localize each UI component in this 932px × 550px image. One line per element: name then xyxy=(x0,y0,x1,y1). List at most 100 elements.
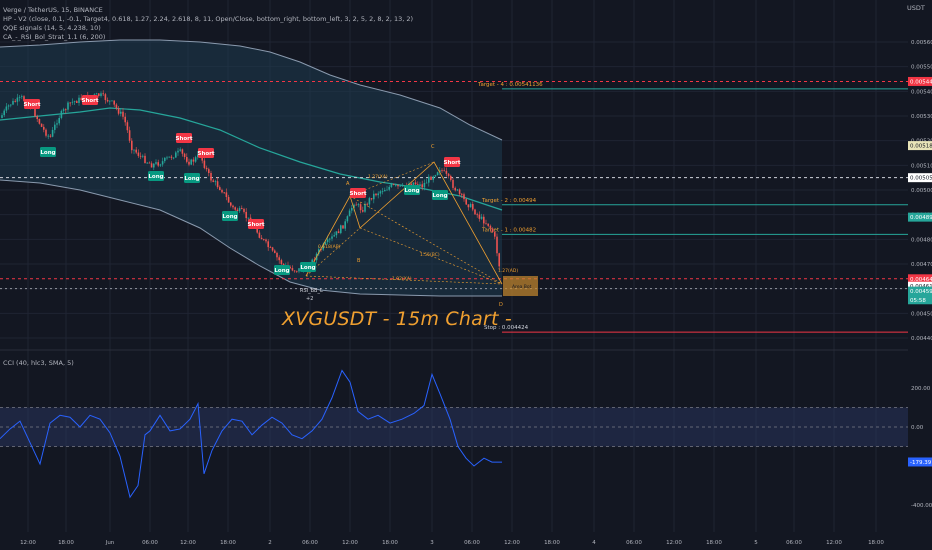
signal-text: Short xyxy=(198,151,215,157)
candle-body xyxy=(133,149,135,151)
price-tick: 0.00550 xyxy=(911,65,932,71)
candle-body xyxy=(318,249,320,254)
candle-body xyxy=(179,149,181,151)
candle-body xyxy=(494,232,496,237)
candle-body xyxy=(67,102,69,110)
candle-body xyxy=(47,135,49,137)
price-badge xyxy=(908,212,932,222)
candle-body xyxy=(3,110,5,116)
candle-body xyxy=(342,225,344,229)
time-tick: 18:00 xyxy=(58,540,74,546)
candle-body xyxy=(38,119,41,124)
pattern-point-c: C xyxy=(431,144,435,150)
signal-box xyxy=(40,147,56,157)
candle-body xyxy=(98,93,100,96)
candle-body xyxy=(212,180,214,182)
cci-legend[interactable]: CCI (40, hlc3, SMA, 5) xyxy=(3,359,74,368)
candle-body xyxy=(115,104,118,109)
candle-body xyxy=(45,129,47,136)
signal-text: Long xyxy=(274,268,289,274)
time-tick: 12:00 xyxy=(504,540,520,546)
indicator-rsi-bol[interactable]: CA_-_RSI_Bol_Strat_1.1 (6, 200) xyxy=(3,33,106,41)
candle-body xyxy=(324,242,327,245)
signal-long: Long xyxy=(404,185,420,195)
candle-body xyxy=(357,204,360,206)
time-tick: 06:00 xyxy=(626,540,642,546)
candle-body xyxy=(476,214,478,216)
signal-box xyxy=(404,185,420,195)
chart-watermark: XVGUSDT - 15m Chart - xyxy=(282,308,512,330)
candle-body xyxy=(241,208,243,209)
cci-line xyxy=(0,369,502,499)
candle-body xyxy=(76,101,78,103)
time-tick: 06:00 xyxy=(464,540,480,546)
candle-body xyxy=(258,232,261,238)
candle-body xyxy=(1,115,3,118)
candle-body xyxy=(359,204,362,211)
rsi-value: +2 xyxy=(306,296,313,302)
candle-body xyxy=(100,93,102,96)
candle-body xyxy=(109,100,111,102)
candle-body xyxy=(247,217,250,219)
signal-text: Long xyxy=(404,188,419,194)
time-tick: 18:00 xyxy=(868,540,884,546)
candle-body xyxy=(293,270,296,272)
candle-body xyxy=(221,189,223,193)
candle-body xyxy=(172,157,175,159)
pattern-ratio-line xyxy=(359,227,503,285)
ratio-label: 1.27(XA) xyxy=(368,174,388,180)
candle-body xyxy=(491,228,494,233)
price-badge xyxy=(908,286,932,296)
candle-body xyxy=(381,191,384,193)
trade-signals: Short Long Short Long Short Long Short Long Shor… xyxy=(24,95,461,275)
price-axis: 0.005600.005500.005400.005300.005200.005… xyxy=(908,0,932,550)
candle-body xyxy=(120,111,122,114)
indicator-hp[interactable]: HP - V2 (close, 0.1, -0.1, Target4, 0.61… xyxy=(3,15,414,23)
candle-body xyxy=(150,163,153,168)
lower-band xyxy=(0,179,502,297)
candle-body xyxy=(5,106,8,111)
candle-body xyxy=(73,101,76,102)
signal-box xyxy=(24,99,40,109)
candle-body xyxy=(95,93,98,95)
candle-body xyxy=(478,214,481,219)
candle-body xyxy=(377,193,379,196)
candle-body xyxy=(362,210,364,212)
candle-body xyxy=(485,223,487,225)
candle-body xyxy=(276,252,278,258)
candle-body xyxy=(10,104,12,106)
candle-body xyxy=(489,225,492,229)
candle-body xyxy=(210,172,212,181)
ratio-label: 0.618(AB) xyxy=(318,244,341,250)
price-tick: 0.00530 xyxy=(911,114,932,120)
candle-body xyxy=(135,149,137,153)
candle-body xyxy=(69,102,71,104)
candle-body xyxy=(432,176,434,180)
candle-body xyxy=(190,159,192,165)
candle-body xyxy=(289,267,291,269)
candle-body xyxy=(245,211,247,219)
pattern-ratio-line xyxy=(349,195,503,285)
candle-body xyxy=(423,182,426,188)
candle-body xyxy=(441,170,443,172)
signal-box xyxy=(176,133,192,143)
candle-body xyxy=(456,189,459,191)
signal-short: Short xyxy=(24,99,41,109)
indicator-qqe[interactable]: QQE signals (14, 5, 4.238, 10) xyxy=(3,24,101,32)
symbol-line[interactable]: Verge / TetherUS, 15, BINANCE xyxy=(3,6,103,14)
ratio-label: 1.27(AD) xyxy=(498,268,518,274)
price-badge-text: 0.00544 xyxy=(910,79,932,85)
price-badge xyxy=(908,281,932,291)
signal-box xyxy=(444,157,460,167)
candle-body xyxy=(122,111,124,117)
target-label: Target - 1 : 0.00482 xyxy=(481,227,536,233)
rsi-label: RSI_BB_L xyxy=(300,288,323,294)
signal-short: Short xyxy=(176,133,193,143)
candle-body xyxy=(298,268,300,272)
target-label: Target - 4 : 0.00541136 xyxy=(477,82,543,88)
candle-body xyxy=(430,176,432,180)
candle-body xyxy=(113,100,115,105)
price-badge xyxy=(908,274,932,284)
candle-body xyxy=(104,94,107,101)
